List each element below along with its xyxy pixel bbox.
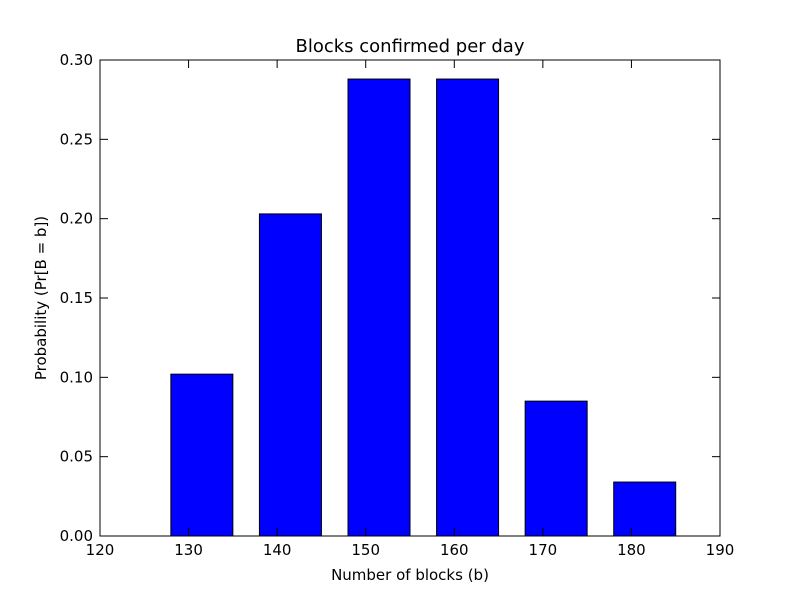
bar-148 bbox=[347, 78, 411, 537]
chart-title: Blocks confirmed per day bbox=[295, 36, 524, 57]
y-tick-label-0.00: 0.00 bbox=[60, 527, 93, 545]
y-tick-label-0.10: 0.10 bbox=[60, 368, 93, 386]
bar-138 bbox=[258, 213, 322, 537]
x-tick-label-120: 120 bbox=[86, 541, 115, 559]
y-tick-label-0.15: 0.15 bbox=[60, 289, 93, 307]
x-tick-label-180: 180 bbox=[617, 541, 646, 559]
y-tick-label-0.25: 0.25 bbox=[60, 130, 93, 148]
bar-158 bbox=[436, 78, 500, 537]
x-axis-label: Number of blocks (b) bbox=[331, 566, 489, 584]
y-tick-label-0.20: 0.20 bbox=[60, 210, 93, 228]
x-tick-label-140: 140 bbox=[263, 541, 292, 559]
bar-128 bbox=[170, 373, 234, 537]
y-axis-label: Probability (Pr[B = b]) bbox=[32, 216, 50, 380]
y-tick-label-0.30: 0.30 bbox=[60, 51, 93, 69]
bar-178 bbox=[613, 481, 677, 537]
x-tick-label-130: 130 bbox=[174, 541, 203, 559]
ticks-group: 120 130 140 150 160 170 180 190 0.00 0.05 0.10 0.15… bbox=[60, 51, 735, 559]
y-tick-label-0.05: 0.05 bbox=[60, 448, 93, 466]
x-tick-label-170: 170 bbox=[529, 541, 558, 559]
x-tick-label-160: 160 bbox=[440, 541, 469, 559]
plot-frame bbox=[99, 59, 721, 537]
bar-168 bbox=[524, 400, 588, 537]
x-tick-label-190: 190 bbox=[706, 541, 735, 559]
bars-group bbox=[170, 78, 677, 537]
x-tick-label-150: 150 bbox=[351, 541, 380, 559]
